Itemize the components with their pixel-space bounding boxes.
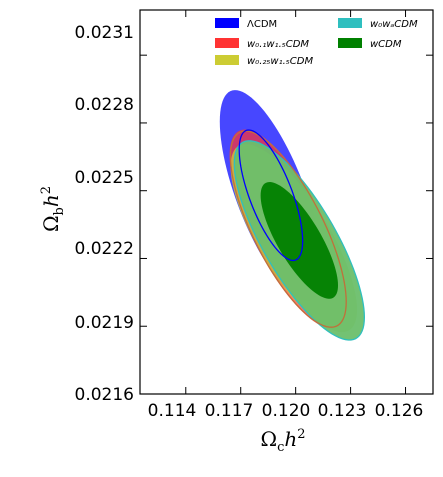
- w01w15-95-outline: [229, 130, 347, 328]
- y-axis-title-main: Ω: [39, 215, 63, 232]
- x-axis-title-sup: 2: [297, 427, 305, 442]
- y-axis-ticks: [140, 54, 433, 395]
- y-tick-label: 0.0222: [75, 239, 134, 259]
- legend-swatch-w025w15: [215, 55, 239, 65]
- x-tick-label: 0.126: [375, 401, 424, 421]
- wcdm-68-region: [260, 182, 339, 299]
- x-tick-label: 0.114: [148, 401, 197, 421]
- x-axis-title-sub: c: [277, 440, 284, 455]
- x-axis-title-main: Ω: [260, 427, 277, 451]
- y-tick-label: 0.0225: [75, 168, 134, 188]
- y-tick-label: 0.0228: [75, 95, 134, 115]
- y-tick-label: 0.0219: [75, 313, 134, 333]
- lcdm-68-outline: [238, 129, 304, 262]
- legend-label-lcdm: ΛCDM: [247, 19, 277, 30]
- legend-swatch-w0wa: [338, 18, 362, 28]
- y-tick-label: 0.0216: [75, 385, 134, 405]
- axes-frame: [139, 9, 434, 395]
- x-axis-ticks: [185, 10, 407, 394]
- legend-label-wcdm: wCDM: [370, 39, 402, 50]
- x-axis-title-tail: h: [284, 427, 297, 451]
- y-tick-label: 0.0231: [75, 23, 134, 43]
- y-axis-title-sub: b: [52, 207, 67, 215]
- x-tick-label: 0.123: [318, 401, 367, 421]
- y-axis-title: Ωbh2: [39, 186, 67, 232]
- y-axis-title-sup: 2: [39, 186, 54, 194]
- legend-swatch-wcdm: [338, 38, 362, 48]
- legend-swatch-lcdm: [215, 18, 239, 28]
- contour-layer: [219, 90, 366, 341]
- legend: ΛCDM w₀wₐCDM w₀.₁w₁.₅CDM wCDM w₀.₂₅w₁.₅C…: [215, 18, 418, 67]
- y-axis-title-tail: h: [39, 194, 63, 207]
- legend-swatch-w01w15: [215, 38, 239, 48]
- x-axis-title: Ωch2: [260, 427, 305, 455]
- legend-label-w025w15: w₀.₂₅w₁.₅CDM: [247, 56, 313, 67]
- legend-label-w01w15: w₀.₁w₁.₅CDM: [247, 39, 309, 50]
- x-tick-label: 0.120: [262, 401, 311, 421]
- x-tick-label: 0.117: [205, 401, 254, 421]
- legend-label-w0wa: w₀wₐCDM: [370, 19, 418, 30]
